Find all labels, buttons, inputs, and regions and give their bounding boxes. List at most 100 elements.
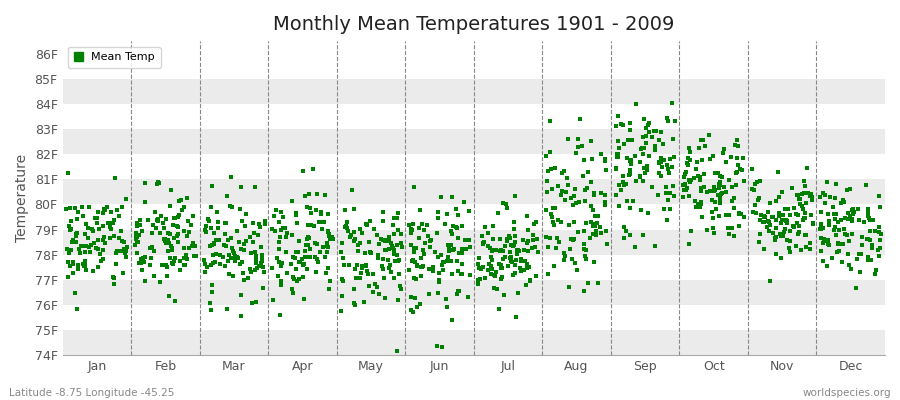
Point	[608, 192, 623, 198]
Point	[148, 248, 162, 254]
Point	[383, 269, 398, 275]
Point	[199, 222, 213, 229]
Point	[162, 293, 176, 299]
Point	[662, 156, 677, 162]
Point	[59, 206, 74, 213]
Point	[506, 271, 520, 278]
Point	[665, 100, 680, 106]
Point	[694, 137, 708, 143]
Point	[256, 268, 271, 275]
Point	[117, 239, 131, 245]
Point	[691, 145, 706, 151]
Point	[498, 242, 512, 249]
Point	[611, 150, 625, 157]
Point	[554, 170, 569, 176]
Point	[248, 184, 263, 191]
Point	[834, 241, 849, 248]
Point	[108, 175, 122, 182]
Point	[566, 202, 580, 208]
Point	[302, 204, 317, 211]
Point	[366, 226, 381, 232]
Point	[449, 206, 464, 212]
Point	[220, 192, 234, 199]
Point	[204, 307, 219, 313]
Point	[474, 233, 489, 240]
Point	[414, 255, 428, 261]
Point	[429, 230, 444, 237]
Point	[771, 169, 786, 175]
Point	[402, 267, 417, 274]
Point	[146, 222, 160, 228]
Point	[724, 154, 738, 160]
Point	[678, 181, 692, 187]
Point	[571, 136, 585, 143]
Point	[71, 266, 86, 272]
Point	[70, 230, 85, 237]
Point	[234, 184, 248, 191]
Point	[448, 224, 463, 230]
Point	[568, 186, 582, 192]
Point	[161, 237, 176, 243]
Point	[166, 235, 181, 241]
Point	[623, 119, 637, 126]
Point	[517, 266, 531, 273]
Point	[791, 192, 806, 198]
Point	[68, 231, 83, 237]
Point	[751, 197, 765, 203]
Point	[491, 261, 506, 267]
Point	[702, 156, 716, 162]
Point	[640, 162, 654, 169]
Point	[757, 214, 771, 220]
Point	[109, 250, 123, 256]
Point	[623, 156, 637, 163]
Point	[627, 152, 642, 159]
Point	[730, 154, 744, 161]
Point	[119, 248, 133, 254]
Point	[165, 247, 179, 253]
Point	[707, 230, 722, 236]
Point	[680, 185, 694, 191]
Point	[171, 238, 185, 245]
Point	[689, 166, 704, 172]
Point	[668, 118, 682, 124]
Point	[82, 244, 96, 251]
Point	[197, 257, 211, 264]
Point	[486, 222, 500, 229]
Point	[217, 263, 231, 270]
Point	[436, 259, 451, 265]
Point	[756, 219, 770, 225]
Point	[290, 220, 304, 226]
Point	[285, 274, 300, 280]
Point	[728, 142, 742, 148]
Point	[588, 222, 602, 229]
Point	[504, 258, 518, 265]
Point	[734, 166, 748, 172]
Point	[354, 269, 368, 276]
Point	[644, 184, 659, 190]
Point	[61, 250, 76, 256]
Point	[209, 237, 223, 244]
Point	[174, 196, 188, 203]
Point	[822, 218, 836, 224]
Point	[446, 246, 461, 252]
Point	[768, 235, 782, 242]
Point	[493, 248, 508, 254]
Point	[623, 167, 637, 173]
Point	[816, 236, 831, 242]
Point	[390, 242, 404, 248]
Point	[702, 132, 716, 138]
Point	[208, 259, 222, 265]
Point	[551, 183, 565, 190]
Point	[557, 257, 572, 263]
Point	[148, 208, 163, 215]
Point	[555, 188, 570, 194]
Point	[232, 206, 247, 212]
Point	[129, 232, 143, 238]
Point	[207, 230, 221, 237]
Point	[133, 216, 148, 223]
Point	[792, 223, 806, 230]
Point	[178, 262, 193, 268]
Point	[835, 196, 850, 203]
Point	[186, 253, 201, 259]
Point	[589, 232, 603, 238]
